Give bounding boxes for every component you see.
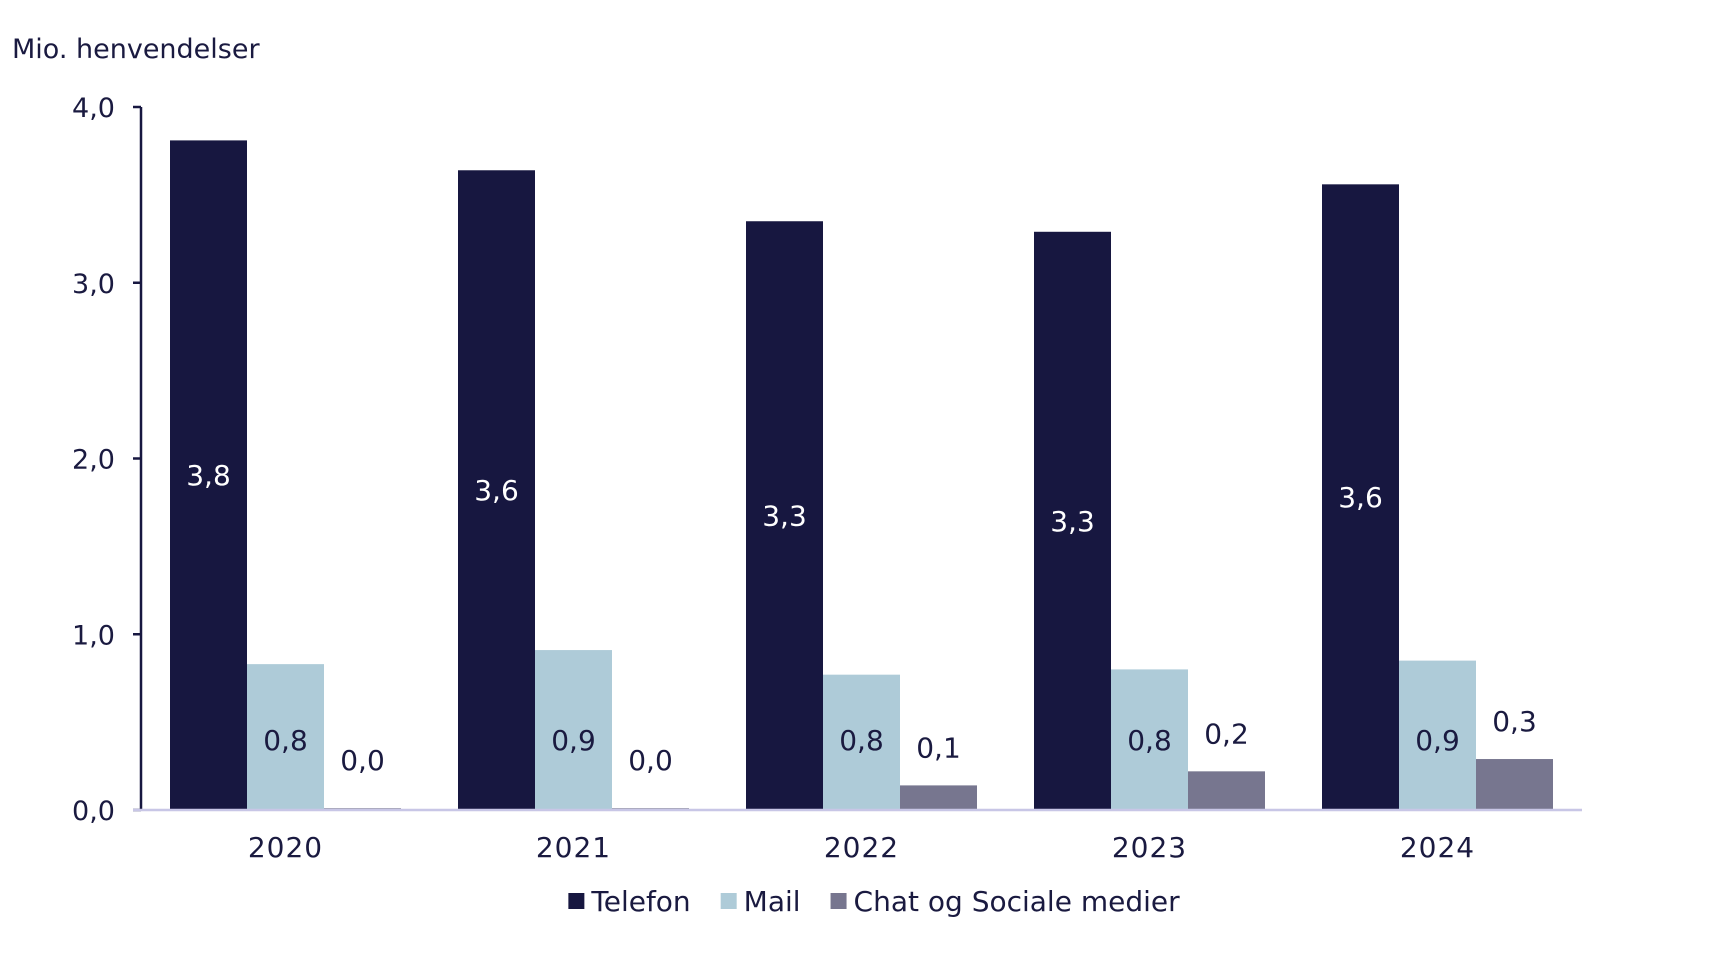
x-tick-label: 2024 bbox=[1400, 831, 1475, 864]
legend-label: Chat og Sociale medier bbox=[854, 885, 1181, 918]
legend-label: Mail bbox=[744, 885, 801, 918]
data-label: 0,8 bbox=[263, 724, 308, 757]
bar-chat-og-sociale-medier-2023 bbox=[1188, 771, 1265, 810]
x-tick-label: 2021 bbox=[536, 831, 611, 864]
data-label: 0,0 bbox=[340, 744, 385, 777]
bar-mail-2024 bbox=[1399, 660, 1476, 810]
legend-item-telefon: Telefon bbox=[568, 885, 691, 918]
bar-telefon-2020 bbox=[170, 140, 247, 810]
y-tick-label: 0,0 bbox=[72, 796, 115, 827]
y-tick-label: 3,0 bbox=[72, 269, 115, 300]
data-label: 0,9 bbox=[1415, 724, 1460, 757]
data-label: 3,6 bbox=[474, 474, 519, 507]
legend-item-chat-og-sociale-medier: Chat og Sociale medier bbox=[830, 885, 1181, 918]
data-labels-group: 3,8 0,8 0,0 3,6 0,9 0,0 3,3 0,8 0,1 3,3 0,8 0,2 3,6 0… bbox=[186, 459, 1537, 777]
bar-telefon-2023 bbox=[1034, 231, 1111, 811]
y-tick-label: 2,0 bbox=[72, 445, 115, 476]
data-label: 3,8 bbox=[186, 459, 231, 492]
bar-mail-2020 bbox=[247, 664, 324, 810]
bar-chat-og-sociale-medier-2022 bbox=[900, 785, 977, 810]
data-label: 0,3 bbox=[1492, 705, 1537, 738]
bar-mail-2022 bbox=[823, 674, 900, 810]
y-tick-label: 4,0 bbox=[72, 93, 115, 124]
x-tick-label: 2022 bbox=[824, 831, 899, 864]
data-label: 3,3 bbox=[1050, 505, 1095, 538]
bar-telefon-2021 bbox=[458, 170, 535, 810]
y-axis-ticks: 0,0 1,0 2,0 3,0 4,0 bbox=[72, 93, 143, 827]
legend-label: Telefon bbox=[590, 885, 690, 918]
bar-mail-2023 bbox=[1111, 669, 1188, 810]
data-label: 0,2 bbox=[1204, 717, 1249, 750]
y-axis-title: Mio. henvendelser bbox=[12, 34, 260, 65]
data-label: 0,9 bbox=[551, 724, 596, 757]
data-label: 3,6 bbox=[1338, 481, 1383, 514]
data-label: 0,1 bbox=[916, 731, 961, 764]
legend-swatch bbox=[720, 893, 737, 909]
data-label: 3,3 bbox=[762, 500, 807, 533]
bars-group bbox=[170, 140, 1553, 811]
x-tick-label: 2023 bbox=[1112, 831, 1187, 864]
legend-item-mail: Mail bbox=[720, 885, 801, 918]
x-axis-ticks: 2020 2021 2022 2023 2024 bbox=[133, 808, 1582, 864]
bar-telefon-2024 bbox=[1322, 184, 1399, 810]
legend-swatch bbox=[830, 893, 847, 909]
y-tick-label: 1,0 bbox=[72, 620, 115, 651]
x-tick-label: 2020 bbox=[248, 831, 323, 864]
bar-chat-og-sociale-medier-2024 bbox=[1476, 759, 1553, 810]
data-label: 0,8 bbox=[1127, 724, 1172, 757]
data-label: 0,8 bbox=[839, 724, 884, 757]
bar-telefon-2022 bbox=[746, 221, 823, 811]
bar-mail-2021 bbox=[535, 650, 612, 810]
legend-swatch bbox=[568, 893, 585, 909]
data-label: 0,0 bbox=[628, 744, 673, 777]
legend: Telefon Mail Chat og Sociale medier bbox=[568, 885, 1180, 918]
